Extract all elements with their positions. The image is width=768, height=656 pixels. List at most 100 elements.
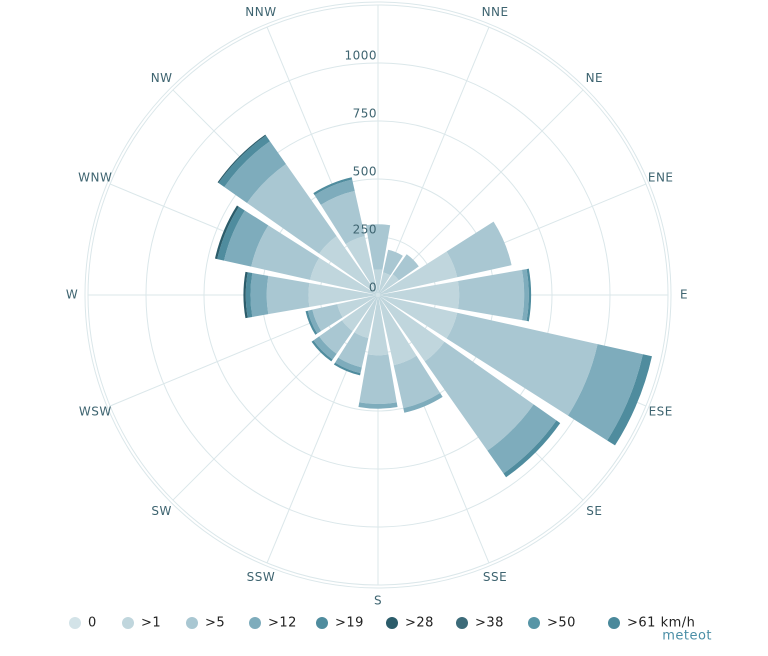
wedge-segment: [503, 420, 561, 478]
wedge-segment: [377, 292, 379, 295]
direction-label: WSW: [79, 405, 112, 419]
wedge-segment: [247, 164, 337, 254]
legend-label: >50: [547, 616, 576, 631]
wedge-segment: [305, 310, 318, 335]
wedge-segment: [319, 320, 353, 354]
wedge-segment: [378, 295, 380, 298]
wedge-segment: [245, 272, 253, 318]
legend-swatch: [456, 617, 468, 629]
wedge-segment: [378, 272, 391, 294]
direction-label: S: [374, 594, 382, 608]
wedge-segment: [380, 281, 460, 309]
legend-label: >28: [405, 616, 434, 631]
wedge-segment: [250, 273, 269, 317]
wedge-segment: [526, 268, 532, 322]
spoke: [377, 26, 490, 296]
wedge-segment: [312, 304, 343, 332]
wedge-segment: [367, 297, 389, 356]
wedge-segment: [338, 332, 369, 368]
wedge-segment: [378, 296, 417, 366]
wedge-segment: [373, 269, 383, 293]
wedge-segment: [393, 355, 441, 409]
wedge-segment: [311, 340, 333, 362]
wedge-segment: [337, 295, 377, 318]
grid-circle: [145, 62, 611, 528]
wedge-segment: [607, 354, 652, 446]
legend-item: >50: [528, 616, 576, 631]
legend-swatch: [122, 617, 134, 629]
direction-label: SSW: [247, 570, 276, 584]
wedge-segment: [217, 206, 245, 261]
wedge-segment: [251, 225, 320, 280]
wedge-segment: [354, 296, 378, 339]
r-tick-label: 0: [369, 281, 377, 295]
wedge-segment: [568, 344, 643, 441]
wedge-segment: [319, 236, 377, 294]
r-tick-label: 500: [353, 165, 377, 179]
legend-swatch: [249, 617, 261, 629]
legend-label: >19: [335, 616, 364, 631]
wedge-segment: [383, 249, 403, 276]
direction-label: W: [66, 288, 78, 302]
wedge-segment: [378, 293, 380, 295]
wedge-segment: [379, 296, 445, 362]
wedge-segment: [365, 224, 391, 270]
wedge-segment: [214, 205, 239, 260]
wedge-segment: [403, 392, 443, 413]
grid-circle: [203, 120, 553, 470]
wedge-segment: [224, 141, 286, 203]
legend-swatch: [69, 617, 81, 629]
direction-label: SSE: [483, 570, 507, 584]
direction-label: WNW: [78, 170, 112, 184]
wedge-segment: [224, 210, 269, 267]
legend-item: >1: [122, 616, 161, 631]
wedge-segment: [378, 293, 381, 295]
legend-swatch: [186, 617, 198, 629]
wedge-segment: [335, 357, 362, 374]
wedge-segment: [379, 295, 458, 339]
wedge-segment: [243, 271, 248, 319]
direction-label: NW: [151, 71, 173, 85]
wedge-segment: [446, 312, 598, 416]
legend-swatch: [386, 617, 398, 629]
wedge-segment: [313, 177, 353, 196]
wedge-segment: [310, 257, 377, 295]
wedge-segment: [379, 251, 458, 295]
wedge-segment: [375, 293, 378, 295]
wedge-segment: [377, 295, 379, 298]
direction-label: ESE: [649, 405, 673, 419]
legend-item: >19: [316, 616, 364, 631]
wedge-segment: [376, 292, 378, 295]
direction-label: SE: [586, 504, 602, 518]
wedge-segment: [392, 254, 419, 281]
wedge-segment: [376, 295, 378, 297]
legend-item: 0: [69, 616, 96, 631]
outer-ring: [84, 1, 672, 589]
legend-swatch: [316, 617, 328, 629]
wedge-segment: [378, 294, 381, 296]
legend-label: >12: [268, 616, 297, 631]
r-tick-label: 750: [353, 107, 377, 121]
wedge-segment: [376, 293, 378, 295]
wedge-segment: [521, 269, 529, 321]
wedge-segment: [345, 236, 378, 294]
wedge-segment: [320, 190, 365, 245]
legend-item: >5: [186, 616, 225, 631]
direction-label: NNW: [245, 5, 276, 19]
legend-swatch: [528, 617, 540, 629]
legend-item: >61 km/h: [608, 616, 695, 631]
logo: meteot: [662, 629, 712, 644]
wedge-segment: [308, 283, 376, 307]
wedge-segment: [457, 269, 525, 321]
legend-label: >1: [141, 616, 161, 631]
legend-item: >38: [456, 616, 503, 631]
direction-label: NNE: [482, 5, 509, 19]
wedge-segment: [376, 295, 378, 298]
wedge-segment: [341, 296, 377, 332]
wedge-segment: [218, 135, 270, 187]
wedge-segment: [379, 274, 399, 294]
wedge-segment: [358, 402, 398, 409]
r-tick-label: 250: [353, 223, 377, 237]
legend-label: >61 km/h: [627, 616, 695, 631]
